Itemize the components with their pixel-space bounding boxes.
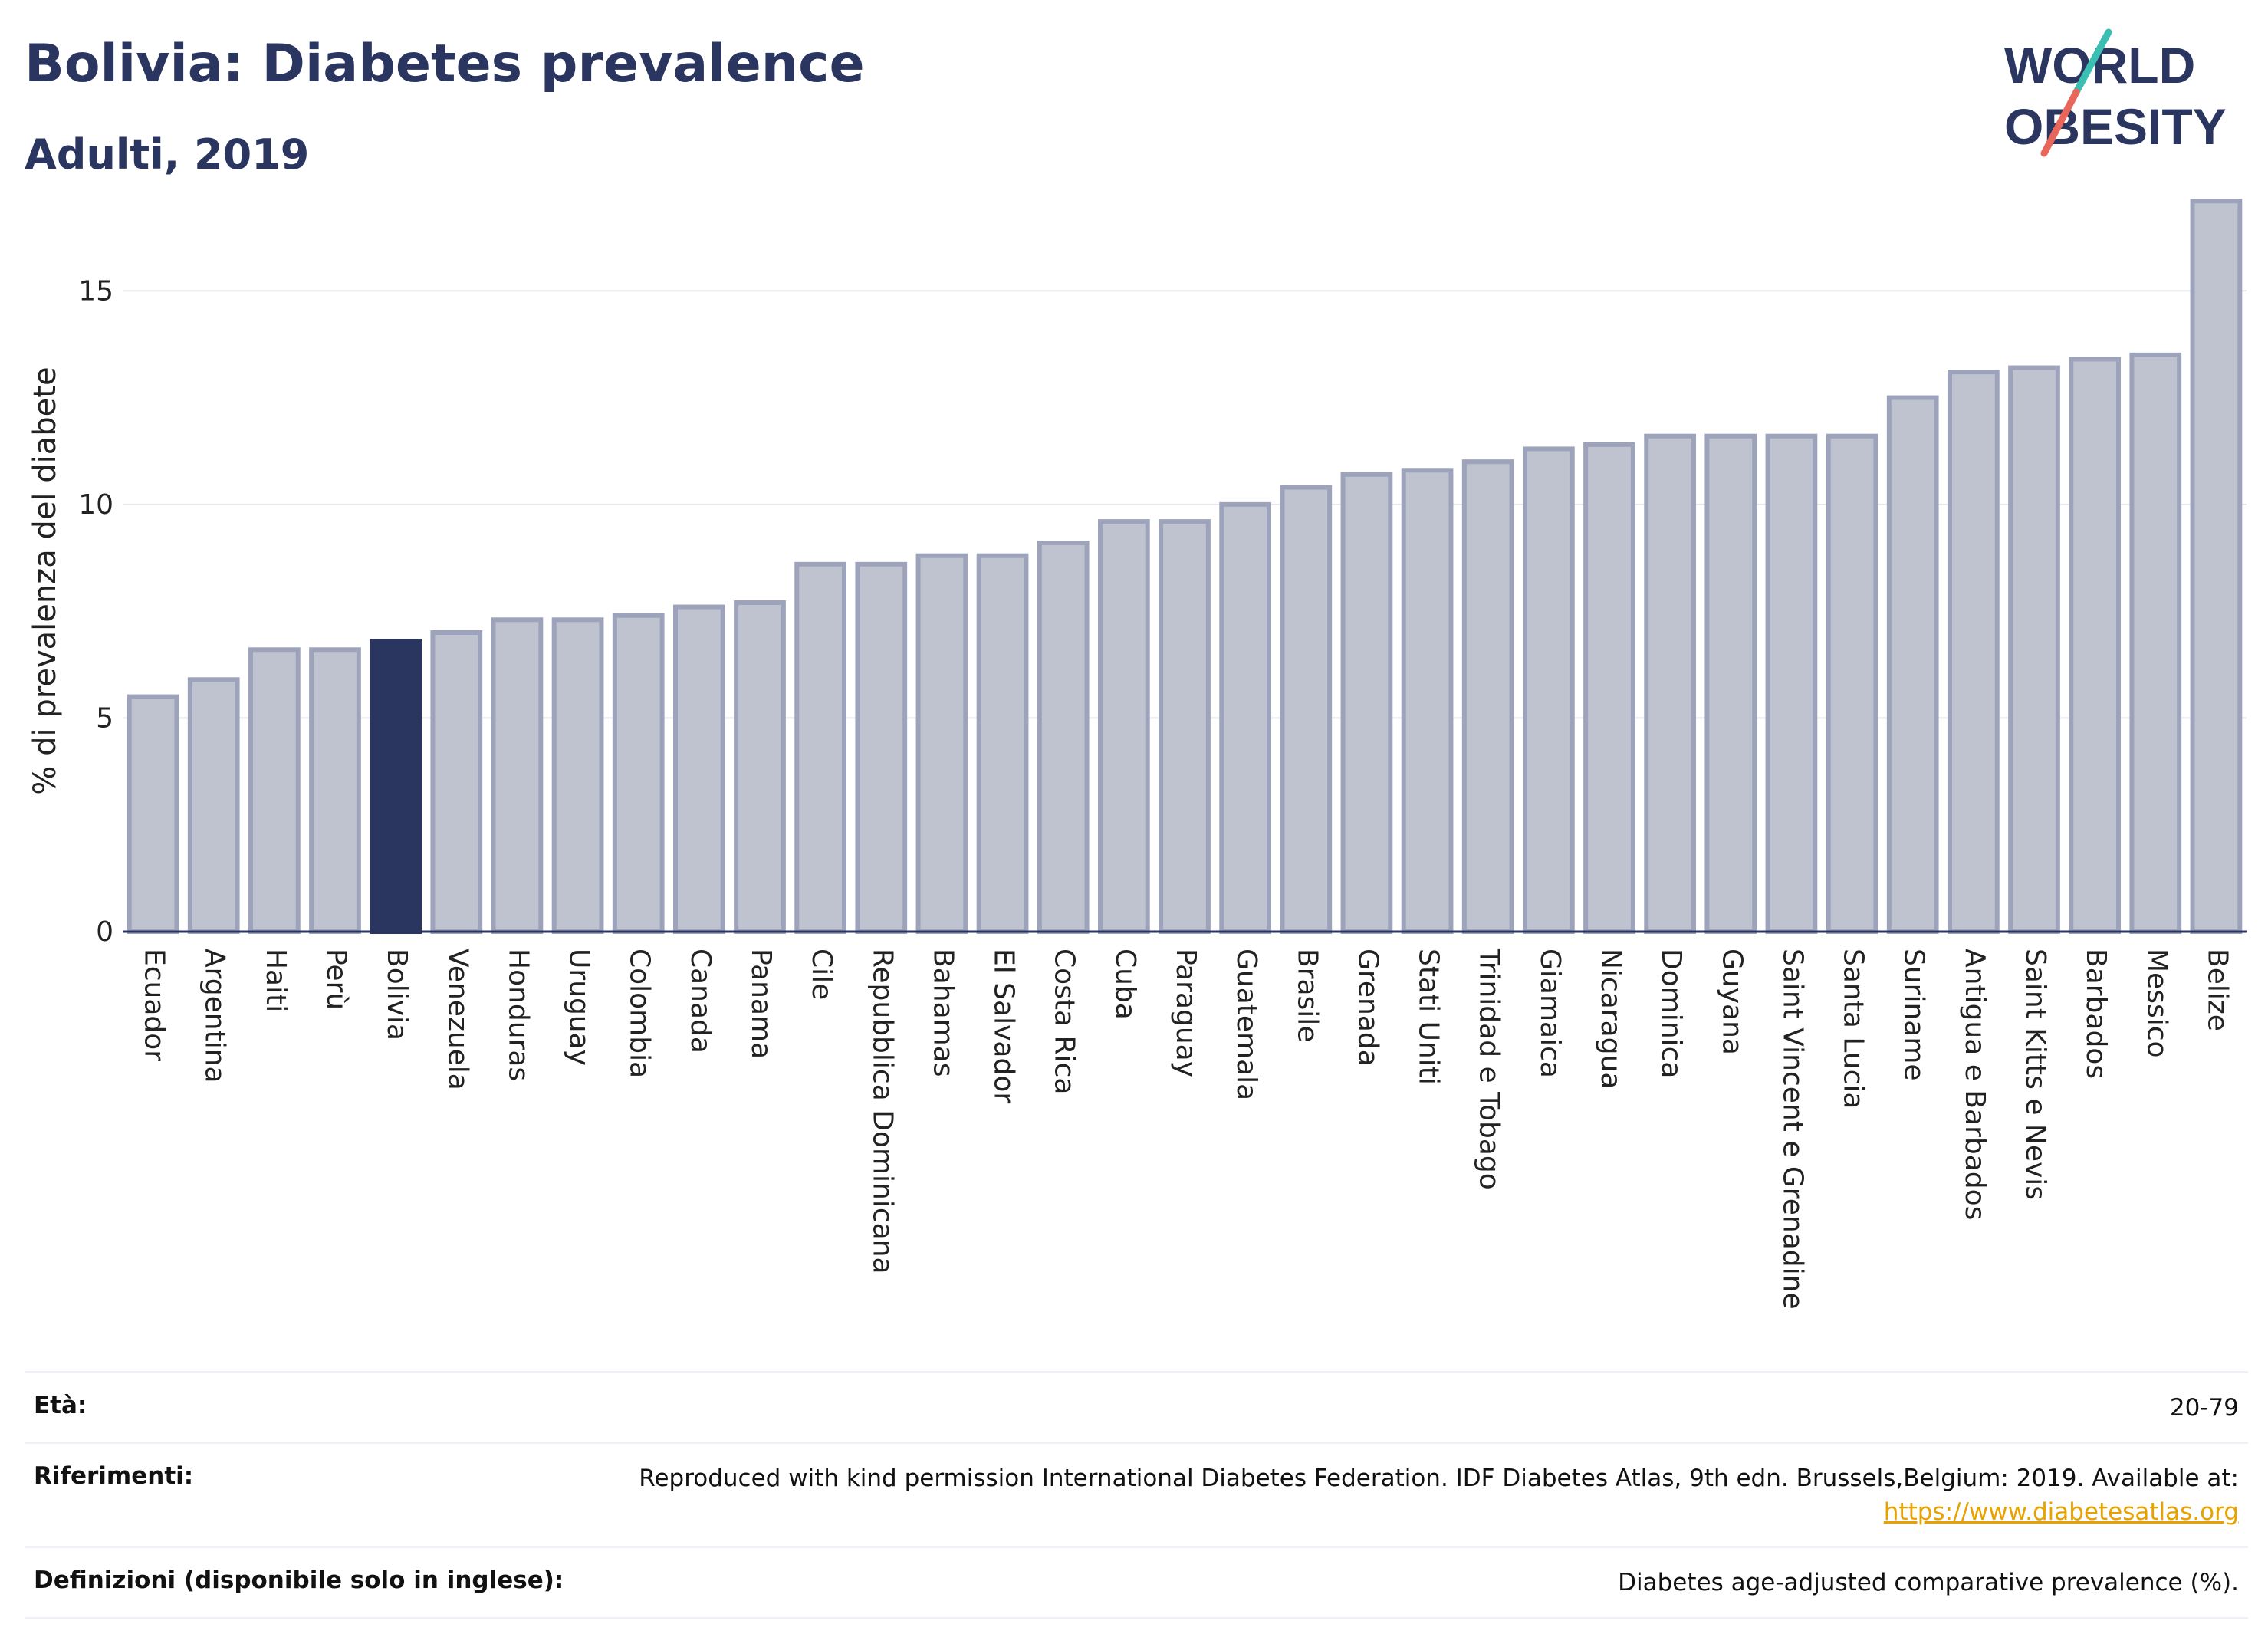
x-tick-label: Haiti (260, 949, 291, 1012)
bar[interactable] (1401, 468, 1454, 934)
definitions-value: Diabetes age-adjusted comparative preval… (1618, 1569, 2239, 1597)
age-value: 20-79 (2169, 1394, 2239, 1422)
x-tick-label: Guatemala (1231, 949, 1262, 1100)
bar[interactable] (1097, 519, 1150, 934)
bar[interactable] (915, 553, 968, 934)
x-tick-label: Guyana (1716, 949, 1747, 1055)
bar[interactable] (551, 617, 604, 934)
x-tick-label: Messico (2141, 949, 2172, 1058)
x-tick-label: Nicaragua (1595, 949, 1626, 1089)
x-axis-labels: Ecuador Argentina Haiti Perù Bolivia Venezuel… (139, 948, 2233, 1310)
x-tick-label: Perù (320, 949, 352, 1010)
logo-slash-teal (2072, 28, 2112, 96)
x-tick-label: Canada (685, 949, 716, 1054)
x-tick-label: Suriname (1898, 949, 1930, 1081)
references-value: Reproduced with kind permission Internat… (639, 1462, 2239, 1529)
bar[interactable] (794, 561, 847, 934)
y-tick-label: 5 (96, 702, 113, 734)
x-tick-label: Trinidad e Tobago (1474, 948, 1505, 1190)
x-tick-label: Stati Uniti (1413, 949, 1445, 1085)
bar[interactable] (1886, 395, 1939, 934)
bar[interactable] (187, 677, 240, 934)
bar[interactable] (976, 553, 1029, 934)
bar[interactable] (2129, 352, 2182, 935)
y-tick-label: 10 (78, 489, 113, 521)
y-axis-title: % di prevalenza del diabete (28, 367, 63, 794)
bar[interactable] (309, 647, 361, 934)
x-tick-label: Brasile (1291, 949, 1323, 1042)
x-tick-label: Cuba (1109, 949, 1141, 1020)
bar[interactable] (1704, 433, 1757, 934)
x-tick-label: Repubblica Dominicana (866, 949, 898, 1274)
bar[interactable] (1947, 370, 2000, 934)
references-label: Riferimenti: (34, 1462, 194, 1491)
x-tick-label: Dominica (1655, 949, 1687, 1079)
bar[interactable] (491, 617, 544, 934)
x-tick-label: Bahamas (927, 949, 958, 1077)
y-tick-label: 0 (96, 916, 113, 948)
bar[interactable] (855, 561, 908, 934)
bar[interactable] (430, 630, 483, 934)
x-tick-label: Santa Lucia (1838, 949, 1869, 1109)
bar-chart: 0 5 10 15 Ecuador Argentina Haiti Perù Bolivia V… (28, 199, 2247, 1310)
age-label: Età: (34, 1392, 87, 1419)
x-tick-label: Uruguay (564, 949, 595, 1066)
info-table: Età: 20-79 Riferimenti: Reproduced with … (25, 1371, 2248, 1619)
bar[interactable] (672, 604, 725, 934)
bar[interactable] (1340, 472, 1393, 934)
x-tick-label: Panama (745, 949, 777, 1059)
x-tick-label: Antigua e Barbados (1959, 949, 1990, 1220)
bar[interactable] (1826, 433, 1878, 934)
world-obesity-logo: WORLD OBESITY (2004, 28, 2227, 157)
bar[interactable] (127, 694, 179, 934)
footer-row-definitions: Definizioni (disponibile solo in inglese… (25, 1546, 2248, 1619)
x-tick-label: Ecuador (139, 949, 170, 1061)
bar[interactable] (1644, 433, 1697, 934)
bars (127, 199, 2243, 935)
logo-line-2: OBESITY (2004, 98, 2227, 155)
diabetes-atlas-link[interactable]: https://www.diabetesatlas.org (1883, 1498, 2239, 1526)
x-tick-label: Cile (806, 949, 837, 1000)
x-tick-label: Saint Vincent e Grenadine (1777, 949, 1808, 1310)
x-tick-label: Honduras (502, 949, 534, 1081)
x-tick-label: Paraguay (1170, 949, 1201, 1077)
bar[interactable] (612, 613, 665, 934)
bar[interactable] (1159, 519, 1211, 934)
x-tick-label: Colombia (624, 949, 656, 1078)
bar[interactable] (1219, 501, 1272, 934)
x-tick-label: Belize (2201, 949, 2233, 1031)
bar[interactable] (2190, 199, 2243, 934)
bar[interactable] (1765, 433, 1818, 934)
definitions-label: Definizioni (disponibile solo in inglese… (34, 1567, 564, 1595)
bar[interactable] (1461, 459, 1514, 934)
bar[interactable] (1522, 446, 1575, 934)
x-tick-label: El Salvador (988, 949, 1020, 1103)
bar[interactable] (734, 600, 786, 934)
page-title: Bolivia: Diabetes prevalence (25, 34, 865, 94)
y-tick-label: 15 (78, 275, 113, 307)
footer-row-age: Età: 20-79 (25, 1371, 2248, 1442)
bar[interactable] (2008, 365, 2060, 935)
bar[interactable] (1280, 485, 1333, 934)
logo-slash-red (2040, 88, 2080, 157)
x-tick-label: Saint Kitts e Nevis (2020, 949, 2051, 1200)
footer-row-references: Riferimenti: Reproduced with kind permis… (25, 1442, 2248, 1546)
bar[interactable] (1037, 541, 1090, 934)
bar-highlight[interactable] (370, 639, 422, 935)
x-tick-label: Venezuela (442, 949, 473, 1090)
x-tick-label: Grenada (1352, 949, 1383, 1067)
page-subtitle: Adulti, 2019 (25, 130, 310, 179)
x-tick-label: Giamaica (1534, 949, 1566, 1078)
references-text: Reproduced with kind permission Internat… (639, 1465, 2239, 1493)
y-axis-ticks: 0 5 10 15 (78, 275, 113, 948)
x-tick-label: Argentina (199, 949, 231, 1083)
x-tick-label: Bolivia (381, 949, 413, 1041)
bar[interactable] (2069, 357, 2122, 934)
bar[interactable] (1583, 442, 1635, 934)
x-tick-label: Barbados (2080, 949, 2112, 1079)
x-tick-label: Costa Rica (1049, 949, 1080, 1094)
bar[interactable] (248, 647, 301, 934)
